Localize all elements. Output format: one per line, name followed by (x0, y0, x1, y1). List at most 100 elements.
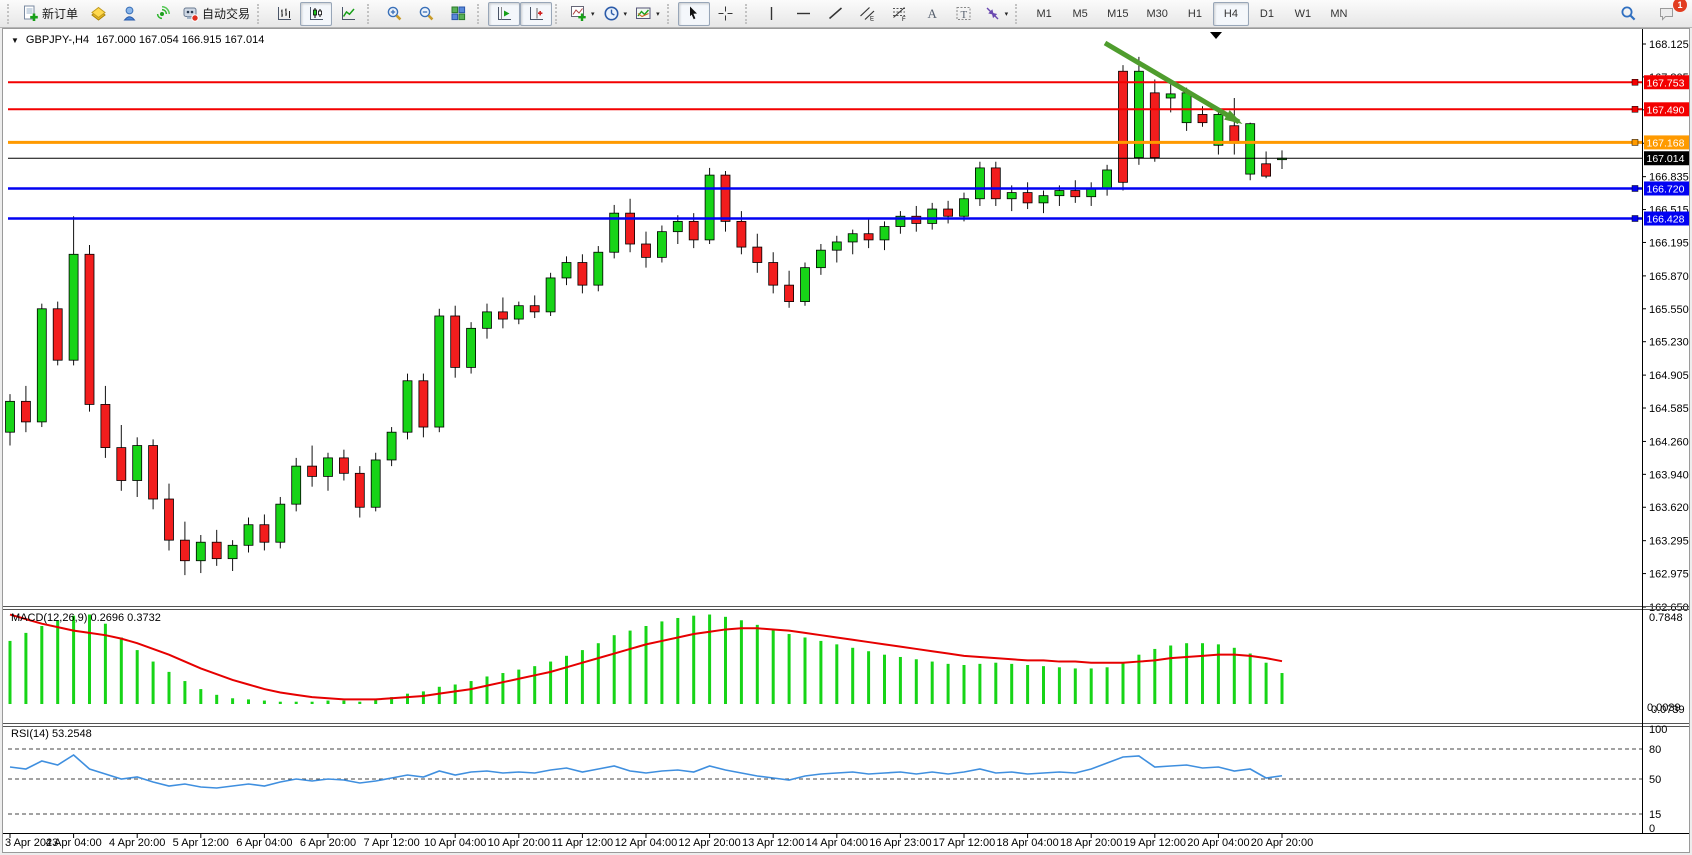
timeframe-W1-button[interactable]: W1 (1285, 2, 1321, 26)
svg-text:50: 50 (1649, 774, 1661, 786)
svg-text:166.428: 166.428 (1647, 214, 1685, 226)
timeframe-M30-button[interactable]: M30 (1138, 2, 1177, 26)
zoom-in-button[interactable] (378, 2, 410, 26)
timeframe-label: MN (1330, 7, 1348, 20)
profiles-button[interactable] (82, 2, 114, 26)
svg-text:E: E (870, 17, 874, 23)
svg-text:166.195: 166.195 (1649, 237, 1689, 249)
main-toolbar: 新订单 自动交易 ▾ ▾ ▾ E F A T ▾ M1 M5 M15 M30 H1 H4 D1 W1 MN 1 (0, 0, 1692, 28)
trend-arrow-annotation[interactable] (1103, 40, 1243, 125)
notifications-button[interactable]: 1 (1650, 0, 1687, 26)
svg-text:A: A (928, 6, 938, 21)
profiles-icon (90, 5, 107, 22)
cursor-button[interactable] (677, 1, 710, 26)
text-button[interactable]: A (916, 2, 948, 26)
svg-text:162.650: 162.650 (1649, 602, 1689, 614)
crosshair-button[interactable] (710, 2, 742, 26)
label-button[interactable]: T (948, 2, 980, 26)
indicators-icon (570, 5, 587, 22)
timeframe-H1-button[interactable]: H1 (1177, 2, 1213, 26)
chevron-down-icon: ▾ (1004, 10, 1009, 18)
svg-text:19 Apr 12:00: 19 Apr 12:00 (1124, 837, 1186, 849)
horizontal-line-button[interactable] (788, 2, 820, 26)
arrows-icon (984, 5, 1001, 22)
svg-text:18 Apr 20:00: 18 Apr 20:00 (1060, 837, 1122, 849)
toolbar-separator (477, 3, 483, 24)
bar-chart-button[interactable] (268, 2, 300, 26)
candlestick-button[interactable] (300, 1, 333, 26)
chart-shift-marker[interactable] (1210, 32, 1222, 39)
tile-windows-button[interactable] (442, 2, 474, 26)
chart-window: 168.125167.805167.485167.160166.835166.5… (2, 28, 1690, 853)
svg-text:17 Apr 12:00: 17 Apr 12:00 (933, 837, 995, 849)
timeframe-label: M5 (1072, 7, 1088, 20)
chat-icon (1658, 5, 1675, 22)
level-lines[interactable] (8, 79, 1642, 222)
chevron-down-icon: ▾ (623, 10, 628, 18)
macd-signal-line (9, 613, 1283, 701)
svg-text:14 Apr 04:00: 14 Apr 04:00 (806, 837, 868, 849)
svg-text:4 Apr 04:00: 4 Apr 04:00 (45, 837, 101, 849)
price-tags: 167.753 167.490 167.168 166.720 166.428 167.0… (1644, 75, 1689, 226)
timeframe-label: M1 (1036, 7, 1052, 20)
svg-text:163.940: 163.940 (1649, 469, 1689, 481)
svg-text:20 Apr 04:00: 20 Apr 04:00 (1187, 837, 1249, 849)
macd-histogram (8, 614, 1284, 704)
new-order-icon (22, 5, 39, 22)
svg-text:0.7848: 0.7848 (1649, 612, 1683, 624)
rsi-axis: 100 80 50 15 0 (1649, 724, 1667, 835)
zoom-out-button[interactable] (410, 2, 442, 26)
indicators-button[interactable]: ▾ (566, 2, 599, 26)
toolbar-separator (367, 3, 373, 24)
title-dropdown-icon[interactable]: ▼ (11, 35, 19, 45)
trendline-button[interactable] (820, 2, 852, 26)
autotrading-button[interactable]: 自动交易 (178, 2, 254, 26)
channel-button[interactable]: E (852, 2, 884, 26)
timeframe-M1-button[interactable]: M1 (1026, 2, 1062, 26)
vertical-line-button[interactable] (756, 2, 788, 26)
svg-text:168.125: 168.125 (1649, 39, 1689, 51)
signals-button[interactable] (146, 2, 178, 26)
svg-text:10 Apr 20:00: 10 Apr 20:00 (488, 837, 550, 849)
market-watch-button[interactable] (114, 2, 146, 26)
new-order-button[interactable]: 新订单 (18, 2, 82, 26)
svg-text:16 Apr 23:00: 16 Apr 23:00 (869, 837, 931, 849)
svg-text:80: 80 (1649, 744, 1661, 756)
toolbar-separator (7, 3, 13, 24)
svg-text:6 Apr 20:00: 6 Apr 20:00 (300, 837, 356, 849)
candles-layer (5, 56, 1287, 576)
tile-windows-icon (450, 5, 467, 22)
svg-text:164.905: 164.905 (1649, 370, 1689, 382)
svg-text:164.260: 164.260 (1649, 436, 1689, 448)
svg-text:163.295: 163.295 (1649, 536, 1689, 548)
svg-text:167.168: 167.168 (1647, 137, 1685, 149)
svg-text:F: F (902, 17, 906, 22)
timeframe-M15-button[interactable]: M15 (1098, 2, 1137, 26)
svg-text:20 Apr 20:00: 20 Apr 20:00 (1251, 837, 1313, 849)
toolbar-separator (666, 3, 673, 24)
timeframe-H4-button[interactable]: H4 (1212, 1, 1249, 26)
periods-button[interactable]: ▾ (599, 2, 632, 26)
templates-button[interactable]: ▾ (631, 2, 664, 26)
chart-shift-button[interactable] (520, 1, 553, 26)
line-chart-button[interactable] (332, 2, 364, 26)
svg-text:T: T (961, 9, 968, 21)
arrows-button[interactable]: ▾ (980, 2, 1013, 26)
zoom-in-icon (386, 5, 403, 22)
price-axis: 168.125167.805167.485167.160166.835166.5… (1642, 39, 1689, 614)
macd-label: MACD(12,26,9) 0.2696 0.3732 (11, 612, 161, 624)
timeframe-MN-button[interactable]: MN (1321, 2, 1357, 26)
ohlc-readout: 167.000 167.054 166.915 167.014 (96, 34, 265, 46)
search-button[interactable] (1612, 2, 1644, 26)
price-chart[interactable]: 168.125167.805167.485167.160166.835166.5… (3, 29, 1689, 852)
line-chart-icon (340, 5, 357, 22)
timeframe-M5-button[interactable]: M5 (1062, 2, 1098, 26)
fibonacci-button[interactable]: F (884, 2, 916, 26)
symbol-period-label: GBPJPY-,H4 (25, 34, 90, 46)
auto-scroll-button[interactable] (488, 1, 521, 26)
timeframe-D1-button[interactable]: D1 (1249, 2, 1285, 26)
svg-text:15: 15 (1649, 809, 1661, 821)
rsi-line (9, 754, 1283, 789)
bar-chart-icon (276, 5, 293, 22)
